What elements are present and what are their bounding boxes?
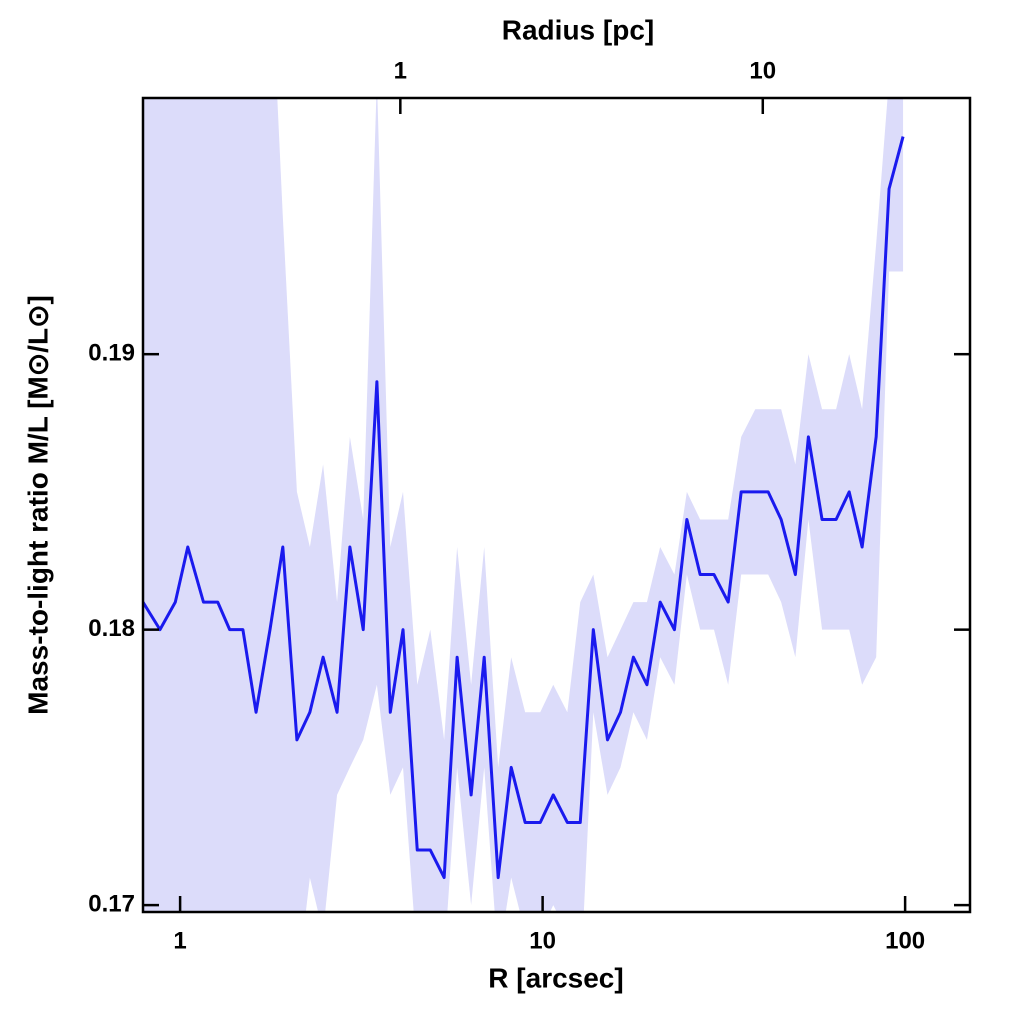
y-axis-label: Mass-to-light ratio M/L [M⊙/L⊙] [22,295,53,715]
x2-axis-label: Radius [pc] [502,14,654,45]
data-line [143,136,905,880]
plot-area [143,98,905,912]
x-axis-label: R [arcsec] [488,962,623,993]
x2-tick-label: 1 [394,57,407,84]
x-tick-label: 100 [885,927,925,954]
x-tick-label: 1 [173,927,186,954]
frame [141,96,972,914]
error-band [143,98,904,912]
x-tick-label: 10 [529,927,556,954]
y-tick-label: 0.19 [88,340,135,367]
y-tick-label: 0.17 [88,890,135,917]
y-tick-label: 0.18 [88,615,135,642]
x2-tick-label: 10 [749,57,776,84]
